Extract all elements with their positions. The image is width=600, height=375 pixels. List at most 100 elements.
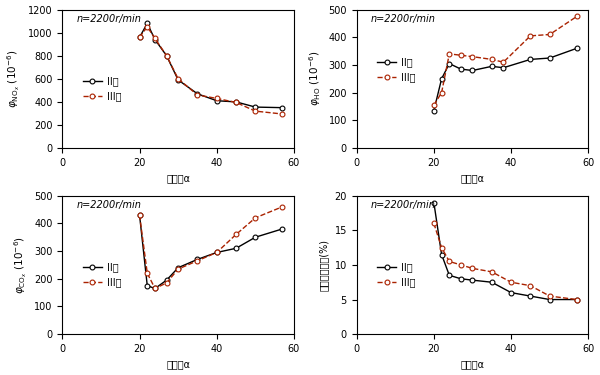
- Line: II型: II型: [431, 46, 579, 113]
- II型: [546, 56, 553, 60]
- II型: [232, 246, 239, 250]
- III型: [163, 280, 170, 285]
- III型: [194, 93, 201, 97]
- II型: [527, 57, 534, 62]
- Line: II型: II型: [137, 213, 285, 291]
- II型: [500, 66, 507, 70]
- II型: [508, 290, 515, 295]
- III型: [151, 36, 158, 40]
- III型: [469, 54, 476, 59]
- X-axis label: 空燃比α: 空燃比α: [166, 173, 190, 183]
- III型: [430, 221, 437, 226]
- Text: n=2200r/min: n=2200r/min: [76, 14, 141, 24]
- II型: [546, 297, 553, 302]
- III型: [446, 52, 453, 56]
- II型: [279, 226, 286, 231]
- III型: [488, 57, 496, 62]
- III型: [446, 259, 453, 264]
- Line: III型: III型: [137, 24, 285, 117]
- III型: [438, 245, 445, 250]
- III型: [457, 262, 464, 267]
- III型: [527, 34, 534, 38]
- III型: [546, 32, 553, 37]
- Line: II型: II型: [431, 200, 579, 302]
- III型: [175, 267, 182, 272]
- III型: [546, 294, 553, 298]
- II型: [279, 105, 286, 110]
- II型: [175, 78, 182, 82]
- II型: [430, 108, 437, 113]
- Text: n=2200r/min: n=2200r/min: [371, 14, 436, 24]
- II型: [488, 64, 496, 69]
- II型: [194, 92, 201, 96]
- III型: [213, 96, 220, 100]
- III型: [136, 35, 143, 39]
- Y-axis label: $\varphi_{\mathrm{CO}_x}\ (10^{-6})$: $\varphi_{\mathrm{CO}_x}\ (10^{-6})$: [11, 236, 29, 294]
- II型: [213, 99, 220, 103]
- II型: [527, 294, 534, 298]
- III型: [527, 284, 534, 288]
- III型: [279, 112, 286, 116]
- III型: [136, 213, 143, 217]
- III型: [175, 76, 182, 81]
- II型: [163, 54, 170, 58]
- II型: [252, 235, 259, 240]
- II型: [438, 252, 445, 257]
- II型: [194, 257, 201, 262]
- III型: [469, 266, 476, 271]
- III型: [252, 109, 259, 113]
- III型: [430, 103, 437, 107]
- III型: [279, 204, 286, 209]
- II型: [573, 297, 580, 302]
- II型: [136, 35, 143, 39]
- III型: [213, 250, 220, 255]
- II型: [232, 100, 239, 104]
- X-axis label: 空燃比α: 空燃比α: [460, 173, 484, 183]
- II型: [151, 38, 158, 42]
- II型: [446, 62, 453, 66]
- II型: [151, 286, 158, 291]
- Legend: II型, III型: II型, III型: [79, 73, 125, 105]
- Line: III型: III型: [137, 204, 285, 291]
- Legend: II型, III型: II型, III型: [79, 259, 125, 291]
- Y-axis label: $\varphi_{\mathrm{HO}}\ (10^{-6})$: $\varphi_{\mathrm{HO}}\ (10^{-6})$: [307, 51, 323, 106]
- III型: [573, 297, 580, 302]
- II型: [143, 284, 151, 288]
- Legend: II型, III型: II型, III型: [373, 259, 419, 291]
- Y-axis label: $\varphi_{\mathrm{NO}_x}\ (10^{-6})$: $\varphi_{\mathrm{NO}_x}\ (10^{-6})$: [5, 50, 22, 108]
- III型: [232, 100, 239, 105]
- III型: [194, 258, 201, 263]
- II型: [573, 46, 580, 51]
- III型: [151, 286, 158, 291]
- II型: [469, 68, 476, 73]
- III型: [143, 271, 151, 276]
- II型: [136, 213, 143, 217]
- II型: [438, 76, 445, 81]
- III型: [500, 60, 507, 64]
- Y-axis label: 不透光煙度值(%): 不透光煙度值(%): [319, 239, 329, 291]
- II型: [143, 21, 151, 26]
- III型: [488, 270, 496, 274]
- III型: [573, 14, 580, 19]
- III型: [457, 53, 464, 57]
- X-axis label: 空燃比α: 空燃比α: [166, 360, 190, 369]
- II型: [163, 278, 170, 282]
- III型: [143, 25, 151, 29]
- II型: [469, 278, 476, 282]
- II型: [252, 105, 259, 110]
- II型: [457, 276, 464, 281]
- X-axis label: 空燃比α: 空燃比α: [460, 360, 484, 369]
- Line: III型: III型: [431, 221, 579, 302]
- III型: [163, 54, 170, 58]
- II型: [457, 67, 464, 71]
- Line: III型: III型: [431, 14, 579, 108]
- Line: II型: II型: [137, 21, 285, 110]
- III型: [252, 216, 259, 220]
- II型: [175, 266, 182, 270]
- Legend: II型, III型: II型, III型: [373, 53, 419, 86]
- Text: n=2200r/min: n=2200r/min: [371, 200, 436, 210]
- Text: n=2200r/min: n=2200r/min: [76, 200, 141, 210]
- III型: [508, 280, 515, 285]
- II型: [446, 273, 453, 278]
- II型: [430, 200, 437, 205]
